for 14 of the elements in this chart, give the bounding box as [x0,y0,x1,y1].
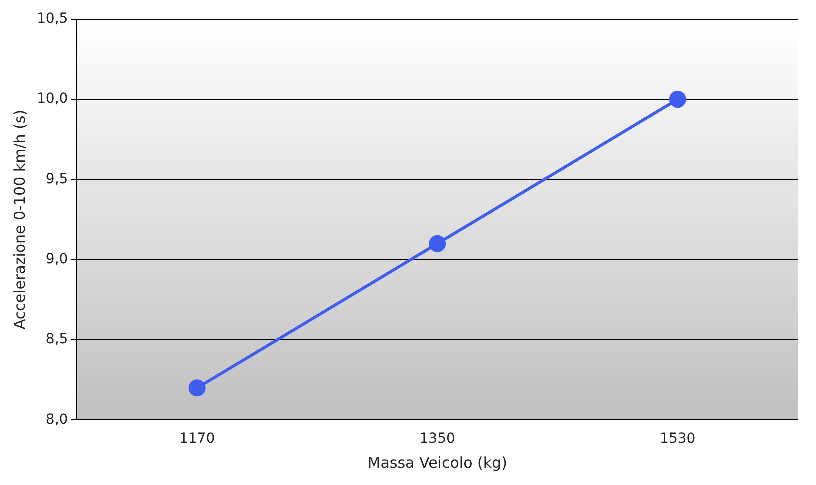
point [669,91,686,108]
point [188,380,206,397]
y-tick-label: 8,0 [46,412,68,428]
x-axis-title: Massa Veicolo (kg) [368,454,508,472]
y-tick-label: 10,0 [37,91,68,108]
y-tick-label: 9,5 [46,171,68,188]
y-tick-label: 8,5 [46,332,68,348]
y-tick-label: 9,0 [46,252,68,268]
x-tick-label: 1530 [660,431,696,448]
point [429,235,446,252]
x-tick-label: 1350 [420,431,456,448]
y-axis-title: Accelerazione 0-100 km/h (s) [10,110,29,330]
x-tick-label: 1170 [179,431,216,448]
y-tick-label: 10,5 [37,11,68,28]
